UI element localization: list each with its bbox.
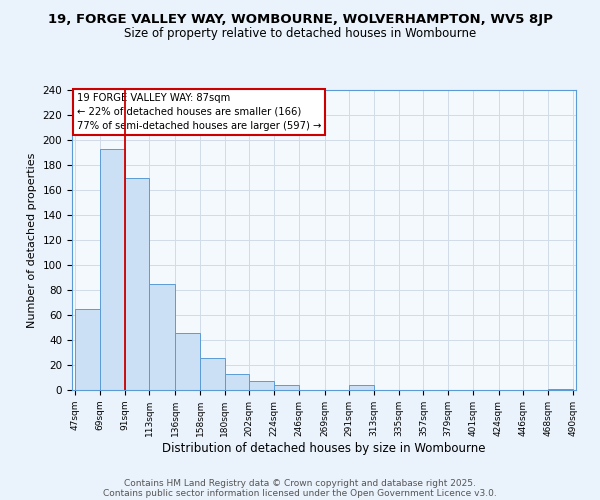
Bar [125, 178, 149, 390]
Text: 19 FORGE VALLEY WAY: 87sqm
← 22% of detached houses are smaller (166)
77% of sem: 19 FORGE VALLEY WAY: 87sqm ← 22% of deta… [77, 93, 322, 131]
Text: Size of property relative to detached houses in Wombourne: Size of property relative to detached ho… [124, 28, 476, 40]
X-axis label: Distribution of detached houses by size in Wombourne: Distribution of detached houses by size … [162, 442, 486, 454]
Y-axis label: Number of detached properties: Number of detached properties [27, 152, 37, 328]
Bar [149, 284, 175, 390]
Text: Contains public sector information licensed under the Open Government Licence v3: Contains public sector information licen… [103, 488, 497, 498]
Bar [349, 385, 374, 390]
Text: 19, FORGE VALLEY WAY, WOMBOURNE, WOLVERHAMPTON, WV5 8JP: 19, FORGE VALLEY WAY, WOMBOURNE, WOLVERH… [47, 12, 553, 26]
Bar [200, 358, 224, 390]
Bar [250, 381, 274, 390]
Text: Contains HM Land Registry data © Crown copyright and database right 2025.: Contains HM Land Registry data © Crown c… [124, 478, 476, 488]
Bar [548, 389, 572, 390]
Bar [175, 332, 200, 390]
Bar [100, 149, 125, 390]
Bar [274, 385, 299, 390]
Bar [76, 308, 100, 390]
Bar [224, 374, 250, 390]
